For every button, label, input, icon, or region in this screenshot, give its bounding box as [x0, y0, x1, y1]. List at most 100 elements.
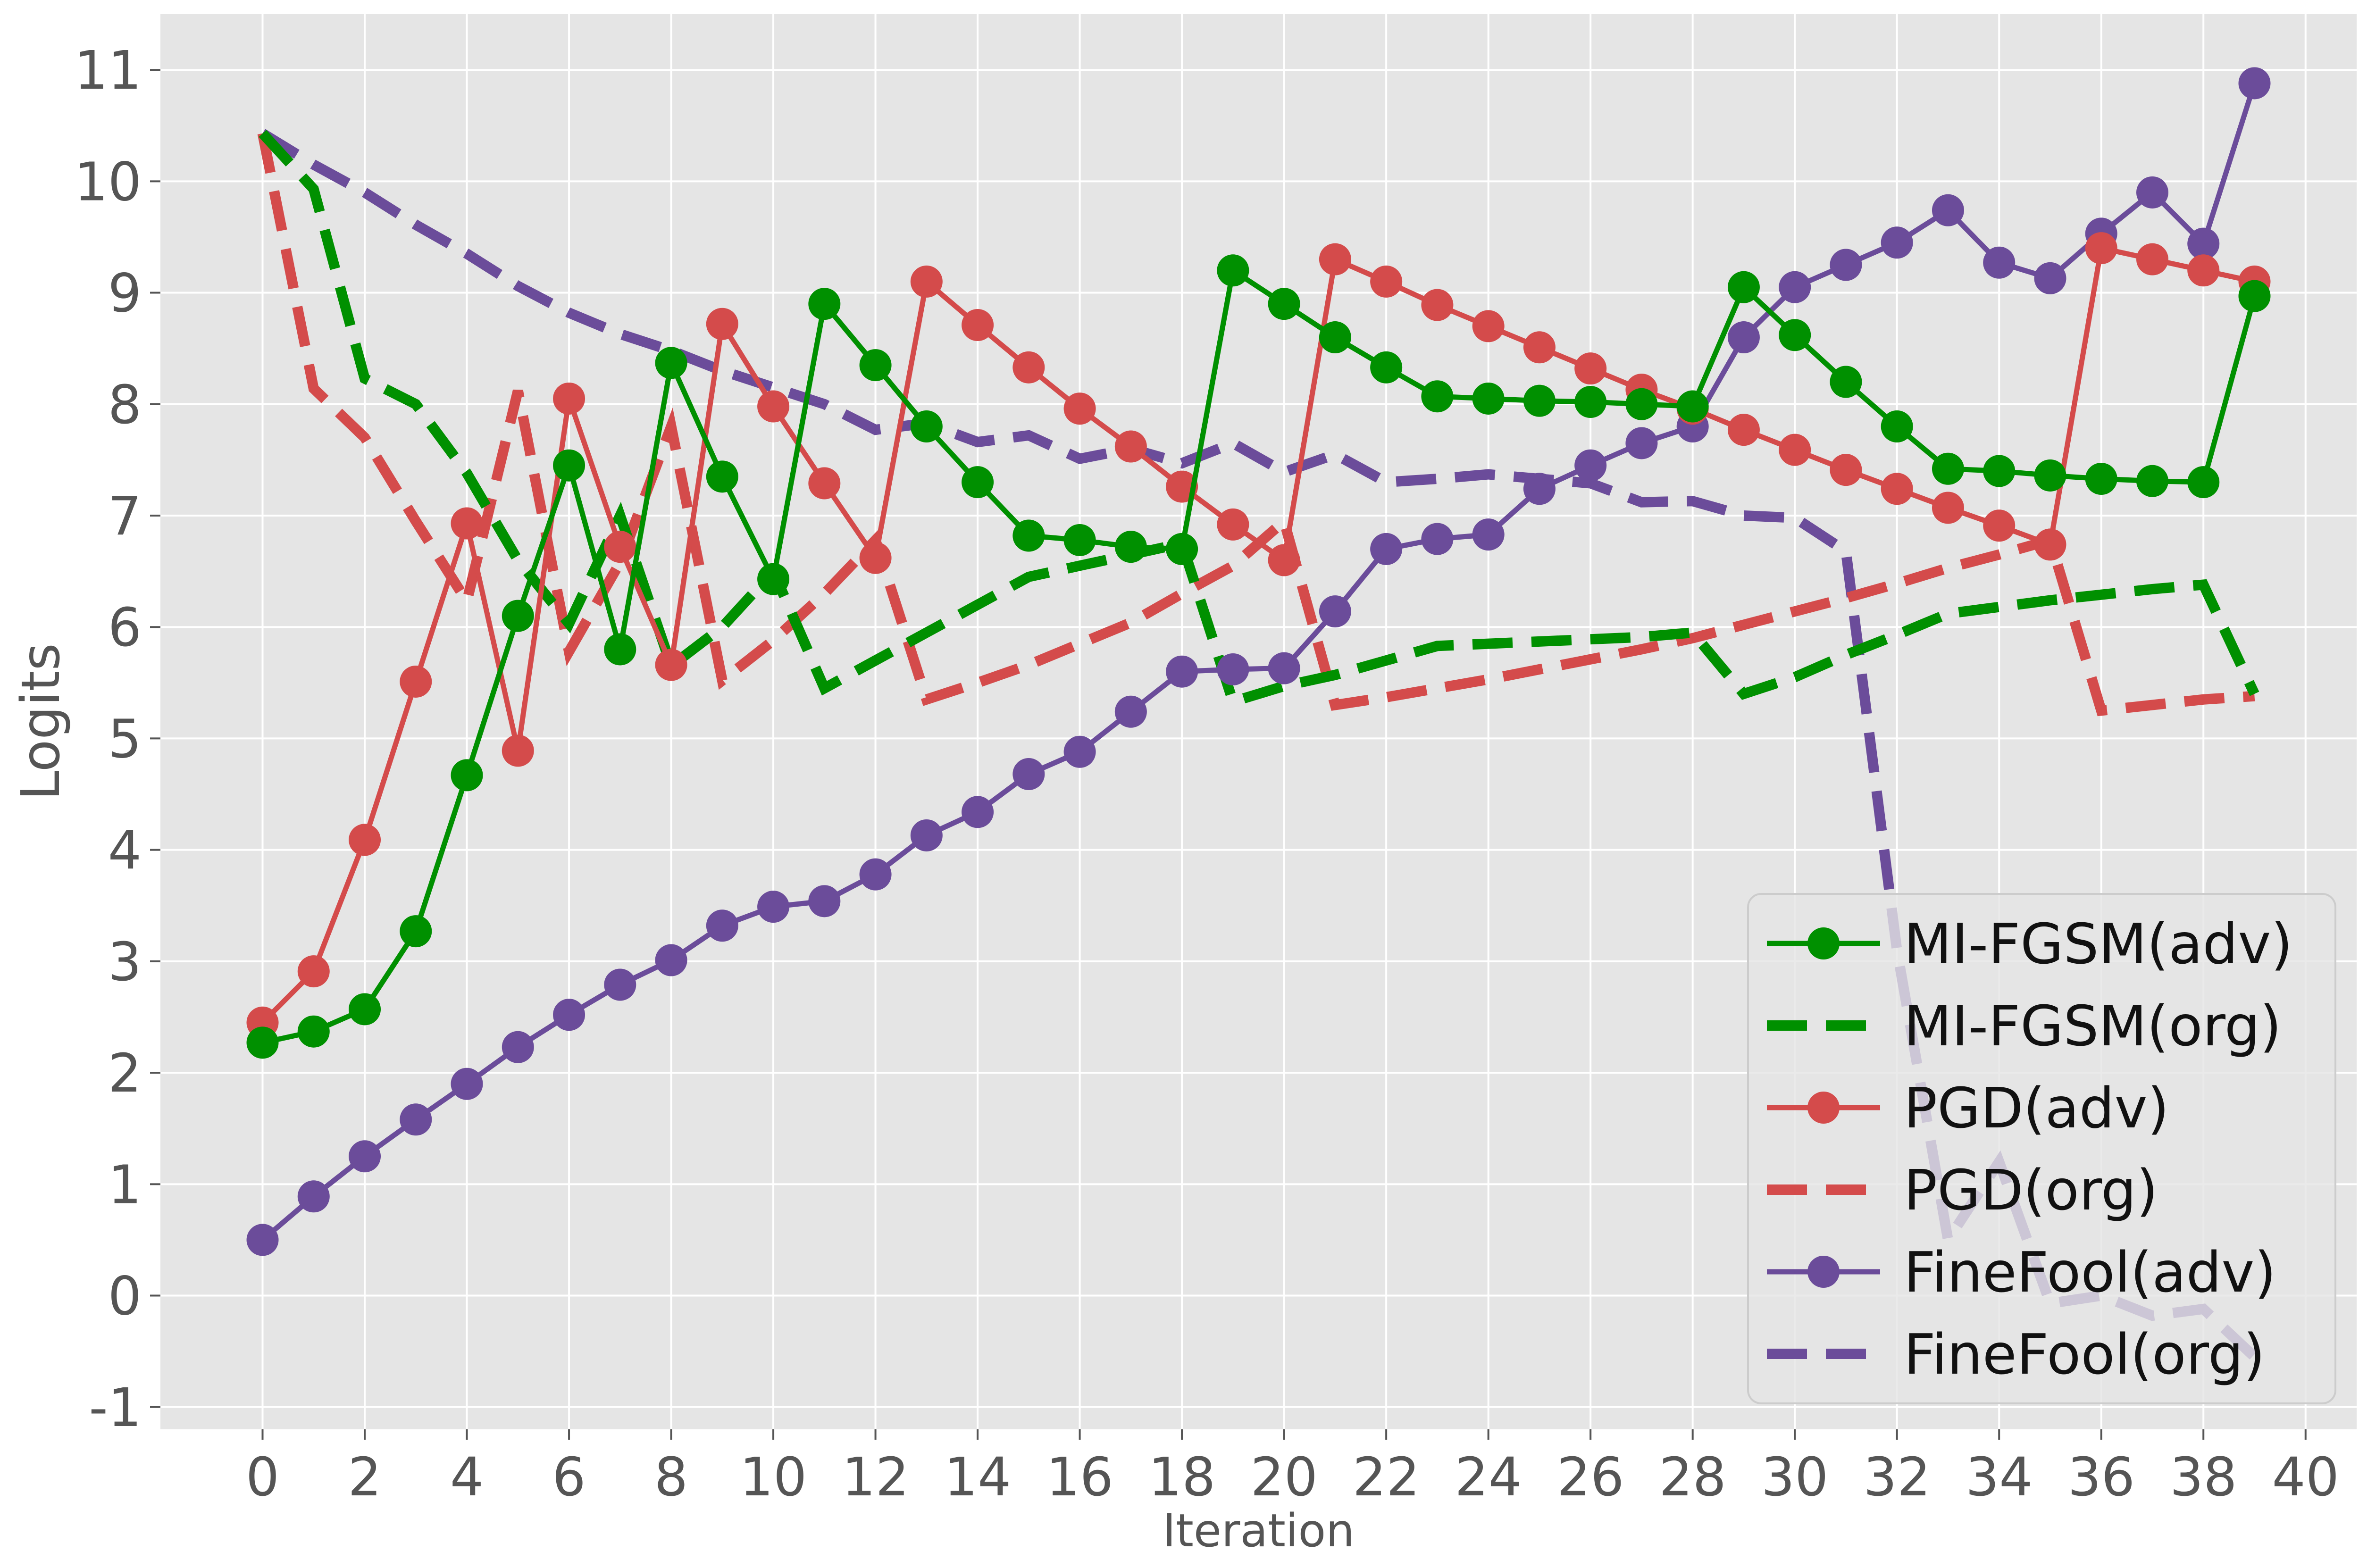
series-1 [259, 130, 2259, 709]
x-axis-label: Iteration [1163, 1504, 1355, 1557]
data-point [451, 1068, 483, 1100]
data-point [1830, 249, 1862, 281]
x-tick-label: 2 [348, 1447, 381, 1508]
data-point [1217, 254, 1249, 287]
x-tick-label: 10 [740, 1447, 807, 1508]
y-tick-label: 11 [74, 40, 142, 101]
data-point [1012, 519, 1045, 552]
data-point [1421, 523, 1454, 555]
data-point [1421, 380, 1454, 413]
data-point [400, 1103, 432, 1136]
y-tick-label: -1 [89, 1377, 142, 1439]
data-point [1932, 452, 1964, 485]
x-tick-label: 14 [944, 1447, 1012, 1508]
data-point [553, 382, 586, 415]
data-point [1370, 351, 1403, 384]
series-4 [246, 67, 2271, 1256]
legend-label: MI-FGSM(adv) [1904, 911, 2292, 976]
data-point [297, 1015, 330, 1048]
data-point [1370, 533, 1403, 565]
data-point [1574, 352, 1607, 385]
x-tick-label: 12 [842, 1447, 909, 1508]
legend: MI-FGSM(adv) MI-FGSM(org) PGD(adv) PGD(org)… [1747, 893, 2336, 1404]
data-point [1727, 414, 1760, 446]
data-point [655, 347, 687, 379]
data-point [1370, 265, 1403, 298]
data-point [349, 824, 381, 856]
data-point [706, 460, 738, 493]
data-point [2187, 254, 2220, 287]
data-point [502, 1031, 534, 1063]
data-point [757, 891, 790, 923]
legend-label: FineFool(adv) [1904, 1240, 2276, 1305]
x-tick-label: 40 [2272, 1447, 2339, 1508]
data-point [2187, 466, 2220, 499]
x-tick-label: 4 [450, 1447, 484, 1508]
data-point [2034, 459, 2066, 492]
data-point [1983, 455, 2016, 487]
data-point [553, 999, 586, 1031]
data-point [297, 955, 330, 988]
data-point [1217, 508, 1249, 541]
series-line [262, 266, 2257, 1045]
data-point [1319, 321, 1351, 354]
data-point [604, 968, 636, 1001]
data-point [1114, 695, 1147, 728]
data-point [1727, 321, 1760, 354]
y-axis-ticks: -1 0 1 2 3 4 5 6 7 8 9 10 11 [74, 40, 160, 1439]
data-point [502, 600, 534, 632]
data-point [1574, 449, 1607, 482]
data-point [297, 1180, 330, 1213]
data-point [910, 819, 943, 851]
y-tick-label: 5 [108, 709, 142, 770]
data-point [910, 265, 943, 298]
y-tick-label: 2 [108, 1043, 142, 1104]
data-point [349, 1140, 381, 1173]
data-point [2238, 67, 2271, 100]
x-tick-label: 18 [1148, 1447, 1216, 1508]
data-point [1830, 366, 1862, 398]
series-0 [246, 254, 2271, 1059]
data-point [2238, 280, 2271, 312]
y-tick-label: 4 [108, 820, 142, 882]
data-point [1114, 430, 1147, 463]
data-point [246, 1026, 279, 1059]
data-point [1779, 271, 1811, 303]
data-point [1268, 288, 1300, 320]
data-point [655, 944, 687, 976]
x-tick-label: 8 [654, 1447, 688, 1508]
data-point [1881, 226, 1913, 259]
x-tick-label: 26 [1557, 1447, 1624, 1508]
y-tick-label: 10 [74, 151, 142, 213]
data-point [1012, 351, 1045, 384]
data-point [1217, 653, 1249, 685]
x-tick-label: 6 [552, 1447, 586, 1508]
data-point [1166, 655, 1198, 688]
data-point [962, 796, 994, 828]
data-point [246, 1224, 279, 1256]
y-tick-label: 3 [108, 932, 142, 993]
data-point [757, 390, 790, 423]
legend-label: PGD(org) [1904, 1158, 2158, 1223]
data-point [1881, 410, 1913, 443]
data-point [1114, 531, 1147, 563]
y-tick-label: 8 [108, 375, 142, 436]
y-tick-label: 0 [108, 1266, 142, 1327]
data-point [859, 858, 892, 891]
data-point [706, 909, 738, 942]
data-point [859, 542, 892, 574]
x-tick-label: 32 [1863, 1447, 1931, 1508]
legend-label: FineFool(org) [1904, 1322, 2265, 1387]
series-line [260, 245, 2255, 1025]
data-point [502, 734, 534, 767]
data-point [1625, 427, 1658, 459]
data-point [1523, 473, 1556, 505]
data-point [1983, 246, 2016, 279]
x-tick-label: 34 [1966, 1447, 2033, 1508]
data-point [1523, 384, 1556, 417]
data-point [1166, 533, 1198, 565]
y-tick-label: 6 [108, 597, 142, 659]
data-point [1319, 243, 1351, 275]
x-tick-label: 24 [1455, 1447, 1522, 1508]
data-point [2136, 465, 2168, 497]
